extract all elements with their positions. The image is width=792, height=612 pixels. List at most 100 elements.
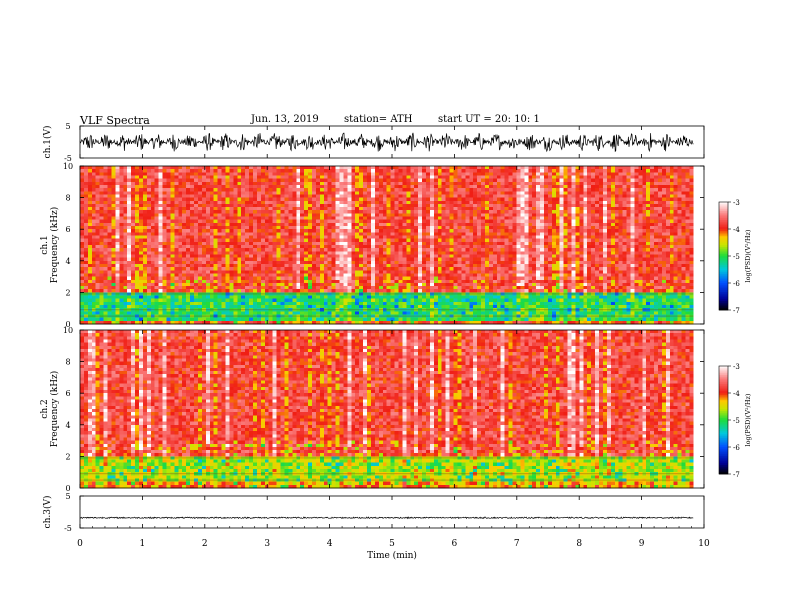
spectrogram-cell	[276, 317, 281, 322]
spectrogram-cell	[225, 178, 230, 183]
spectrogram-cell	[186, 213, 191, 217]
spectrogram-cell	[272, 232, 277, 236]
spectrogram-cell	[174, 241, 179, 246]
spectrogram-cell	[465, 263, 470, 268]
spectrogram-cell	[178, 279, 183, 284]
spectrogram-cell	[135, 229, 140, 233]
spectrogram-cell	[461, 295, 466, 300]
spectrogram-cell	[457, 197, 462, 202]
spectrogram-cell	[127, 241, 132, 246]
spectrogram-cell	[311, 216, 317, 221]
spectrogram-cell	[131, 213, 136, 217]
spectrogram-cell	[225, 320, 230, 325]
spectrogram-cell	[221, 267, 226, 271]
spectrogram-cell	[249, 219, 254, 224]
spectrogram-cell	[414, 210, 419, 214]
spectrogram-cell	[378, 213, 384, 217]
spectrogram-cell	[80, 320, 85, 325]
spectrogram-cell	[449, 219, 454, 224]
spectrogram-cell	[264, 279, 270, 284]
spectrogram-cell	[111, 305, 116, 309]
spectrogram-cell	[402, 203, 407, 208]
spectrogram-cell	[103, 276, 108, 281]
spectrogram-cell	[95, 260, 100, 265]
spectrogram-cell	[374, 317, 380, 322]
spectrogram-cell	[83, 241, 89, 246]
spectrogram-cell	[95, 194, 100, 198]
spectrogram-cell	[453, 191, 458, 195]
spectrogram-cell	[465, 194, 470, 198]
spectrogram-cell	[331, 207, 336, 211]
spectrogram-cell	[142, 184, 148, 189]
spectrogram-cell	[178, 194, 183, 198]
spectrogram-cell	[115, 282, 120, 287]
spectrogram-cell	[461, 210, 466, 214]
spectrogram-cell	[95, 245, 100, 249]
spectrogram-cell	[308, 282, 313, 287]
spectrogram-cell	[367, 203, 372, 208]
spectrogram-cell	[422, 286, 427, 290]
spectrogram-cell	[437, 235, 443, 239]
spectrogram-cell	[135, 213, 140, 217]
spectrogram-cell	[197, 210, 203, 214]
spectrogram-cell	[445, 213, 450, 217]
spectrogram-cell	[288, 320, 293, 325]
spectrogram-cell	[465, 226, 470, 230]
spectrogram-cell	[209, 213, 214, 217]
spectrogram-cell	[292, 273, 297, 277]
spectrogram-cell	[87, 178, 93, 183]
spectrogram-cell	[374, 213, 380, 217]
spectrogram-cell	[95, 197, 100, 202]
spectrogram-cell	[441, 216, 446, 221]
spectrogram-cell	[260, 273, 266, 277]
spectrogram-cell	[229, 175, 234, 179]
spectrogram-cell	[319, 178, 325, 183]
spectrogram-cell	[158, 279, 163, 284]
spectrogram-cell	[367, 286, 372, 290]
spectrogram-cell	[433, 203, 439, 208]
spectrogram-cell	[319, 172, 325, 176]
spectrogram-cell	[469, 210, 474, 214]
spectrogram-cell	[99, 251, 104, 255]
spectrogram-cell	[335, 207, 340, 211]
spectrogram-cell	[260, 216, 266, 221]
spectrogram-cell	[95, 282, 100, 287]
spectrogram-cell	[182, 172, 187, 176]
spectrogram-cell	[209, 203, 214, 208]
spectrogram-cell	[406, 305, 411, 309]
spectrogram-cell	[315, 251, 321, 255]
spectrogram-cell	[209, 267, 214, 271]
spectrogram-cell	[264, 222, 270, 227]
spectrogram-cell	[154, 305, 159, 309]
spectrogram-cell	[457, 241, 462, 246]
spectrogram-cell	[80, 191, 85, 195]
spectrogram-cell	[304, 175, 309, 179]
spectrogram-cell	[347, 191, 352, 195]
spectrogram-cell	[284, 232, 289, 236]
spectrogram-cell	[205, 232, 211, 236]
spectrogram-cell	[217, 166, 222, 170]
spectrogram-cell	[245, 207, 250, 211]
spectrogram-cell	[449, 207, 454, 211]
spectrogram-cell	[127, 254, 132, 258]
spectrogram-cell	[115, 301, 120, 306]
spectrogram-cell	[268, 200, 273, 205]
spectrogram-cell	[217, 191, 222, 195]
spectrogram-cell	[186, 188, 191, 192]
spectrogram-cell	[186, 305, 191, 309]
spectrogram-cell	[367, 282, 372, 287]
spectrogram-cell	[429, 241, 435, 246]
spectrogram-cell	[119, 241, 124, 246]
spectrogram-cell	[182, 298, 187, 303]
spectrogram-cell	[319, 245, 325, 249]
spectrogram-cell	[213, 245, 218, 249]
spectrogram-cell	[445, 229, 450, 233]
spectrogram-cell	[347, 289, 352, 293]
spectrogram-cell	[225, 267, 230, 271]
spectrogram-cell	[300, 197, 305, 202]
spectrogram-cell	[260, 238, 266, 243]
spectrogram-cell	[406, 276, 411, 281]
spectrogram-cell	[300, 216, 305, 221]
spectrogram-cell	[449, 254, 454, 258]
spectrogram-cell	[429, 184, 435, 189]
